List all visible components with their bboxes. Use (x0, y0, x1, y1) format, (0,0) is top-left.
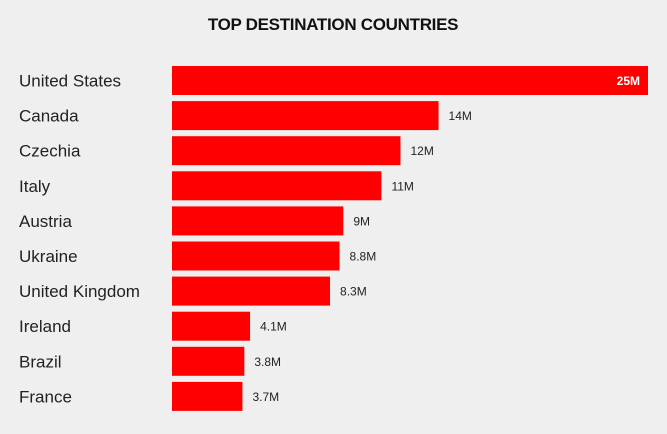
bar (172, 241, 340, 271)
category-label: France (19, 387, 72, 406)
value-label: 3.7M (252, 390, 279, 404)
category-label: Brazil (19, 352, 62, 371)
category-label: Canada (19, 107, 79, 126)
bar (172, 206, 344, 236)
bar (172, 136, 401, 166)
bar (172, 171, 382, 201)
value-label: 11M (391, 179, 413, 193)
value-label: 3.8M (254, 355, 281, 369)
value-label: 12M (410, 144, 433, 158)
value-label: 25M (617, 74, 640, 88)
bar (172, 346, 245, 376)
value-label: 8.3M (340, 285, 367, 299)
bar (172, 101, 439, 131)
bar (172, 66, 648, 95)
category-label: Czechia (19, 142, 81, 161)
chart-title: TOP DESTINATION COUNTRIES (208, 15, 458, 34)
value-label: 9M (353, 214, 370, 228)
bar (172, 381, 243, 411)
category-label: Austria (19, 212, 72, 231)
bar (172, 276, 331, 306)
value-label: 4.1M (260, 320, 287, 334)
bars-group: United States 25M Canada 14M Czechia 12M Italy… (19, 66, 648, 411)
category-label: Ukraine (19, 247, 78, 266)
category-label: United States (19, 72, 121, 91)
category-label: Italy (19, 177, 51, 196)
value-label: 8.8M (350, 250, 377, 264)
bar (172, 311, 251, 341)
category-label: United Kingdom (19, 282, 140, 301)
category-label: Ireland (19, 317, 71, 336)
value-label: 14M (449, 109, 472, 123)
